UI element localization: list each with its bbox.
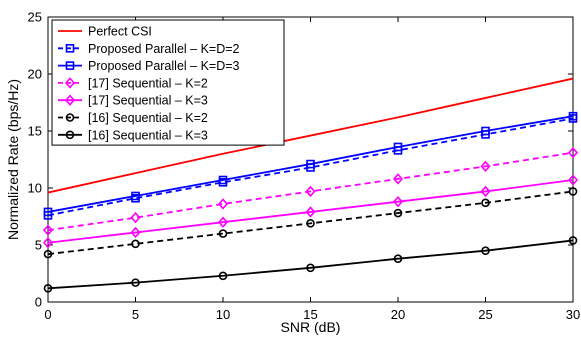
legend-label: Perfect CSI — [88, 25, 152, 39]
series-line — [47, 151, 574, 232]
legend-item: Proposed Parallel – K=D=2 — [58, 42, 240, 56]
legend-marker — [64, 94, 76, 106]
data-point — [480, 185, 491, 198]
x-axis-label: SNR (dB) — [281, 319, 341, 335]
data-point — [306, 263, 315, 273]
data-point — [481, 126, 490, 136]
data-point — [481, 246, 490, 255]
x-tick-label: 15 — [303, 307, 317, 322]
series-2 — [43, 111, 578, 217]
legend-item: Perfect CSI — [58, 25, 152, 39]
legend-item: [17] Sequential – K=3 — [58, 94, 208, 108]
data-point — [568, 187, 578, 196]
series-5 — [43, 187, 578, 259]
series-3 — [42, 146, 579, 236]
series-0 — [47, 77, 574, 194]
data-point — [393, 142, 403, 152]
x-tick-label: 5 — [132, 307, 139, 322]
data-point — [217, 198, 229, 210]
data-point — [568, 111, 578, 121]
y-tick-label: 5 — [35, 238, 42, 253]
data-point — [131, 278, 140, 287]
legend: Perfect CSI Proposed Parallel – K=D=2 Prop… — [51, 19, 285, 146]
data-point — [305, 206, 316, 218]
series-layer — [42, 77, 579, 293]
data-point — [392, 195, 404, 208]
data-point — [43, 207, 53, 217]
x-tick-label: 20 — [391, 307, 405, 322]
data-point — [130, 226, 141, 239]
y-tick-label: 25 — [28, 10, 42, 25]
data-point — [218, 271, 228, 281]
data-point — [43, 249, 53, 259]
data-point — [43, 284, 53, 293]
data-point — [218, 229, 228, 238]
data-point — [480, 160, 491, 173]
y-axis-label: Normalized Rate (bps/Hz) — [5, 79, 21, 240]
data-point — [305, 185, 316, 198]
data-point — [481, 198, 490, 208]
y-tick-label: 20 — [28, 67, 42, 82]
legend-marker — [65, 113, 75, 122]
data-point — [393, 254, 403, 263]
series-6 — [43, 236, 578, 293]
data-point — [568, 236, 578, 245]
data-point — [567, 146, 579, 159]
legend-label: [16] Sequential – K=2 — [88, 111, 208, 125]
x-tick-label: 0 — [44, 307, 51, 322]
data-point — [218, 175, 228, 185]
series-4 — [42, 174, 579, 249]
legend-label: Proposed Parallel – K=D=2 — [88, 42, 240, 56]
series-line — [47, 179, 574, 244]
data-point — [217, 216, 229, 228]
series-line — [47, 115, 574, 213]
series-line — [47, 190, 574, 256]
series-line — [47, 77, 574, 194]
legend-label: [16] Sequential – K=3 — [88, 128, 208, 142]
data-point — [306, 219, 315, 228]
legend-item: [16] Sequential – K=3 — [58, 128, 208, 142]
data-point — [131, 191, 140, 201]
data-point — [42, 237, 54, 249]
x-tick-label: 25 — [478, 307, 492, 322]
legend-marker — [65, 61, 75, 70]
legend-label: [17] Sequential – K=2 — [88, 76, 208, 90]
data-point — [306, 159, 315, 169]
legend-marker — [64, 77, 76, 89]
data-point — [567, 174, 579, 186]
legend-marker — [65, 43, 75, 53]
data-point — [130, 211, 141, 224]
x-tick-label: 30 — [566, 307, 580, 322]
legend-label: [17] Sequential – K=3 — [88, 94, 208, 108]
legend-label: Proposed Parallel – K=D=3 — [88, 59, 240, 73]
data-point — [392, 173, 404, 185]
y-tick-label: 10 — [28, 181, 42, 196]
legend-item: [17] Sequential – K=2 — [58, 76, 208, 90]
y-tick-label: 0 — [35, 295, 42, 310]
data-point — [42, 224, 54, 236]
legend-marker — [65, 130, 75, 140]
legend-box — [51, 19, 285, 146]
axis-ticks: 0 5 10 15 20 25 30 0 5 10 15 20 25 — [28, 10, 581, 323]
data-point — [131, 239, 140, 249]
legend-item: Proposed Parallel – K=D=3 — [58, 59, 240, 73]
y-tick-label: 15 — [28, 124, 42, 139]
legend-item: [16] Sequential – K=2 — [58, 111, 208, 125]
data-point — [393, 208, 403, 218]
x-tick-label: 10 — [216, 307, 230, 322]
series-line — [47, 239, 574, 290]
